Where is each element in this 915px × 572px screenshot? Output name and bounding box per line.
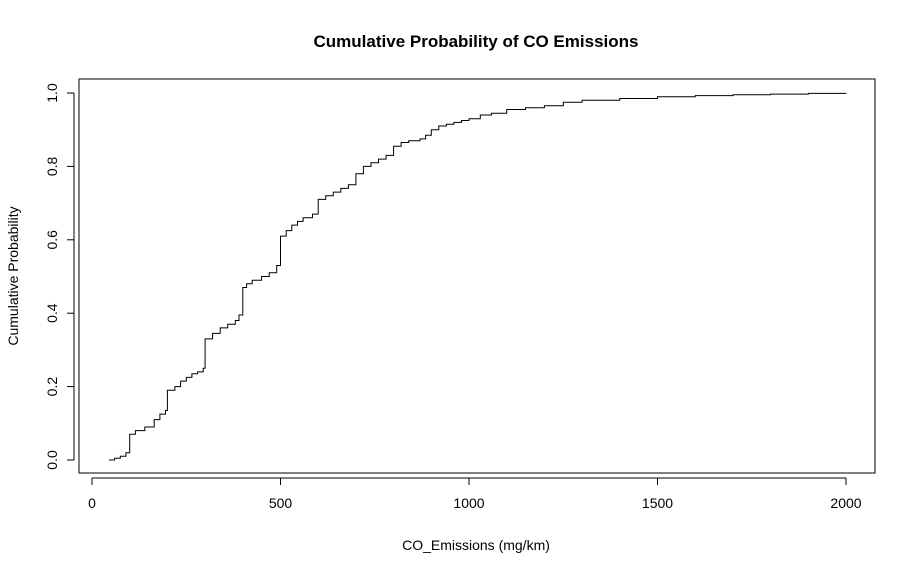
x-tick-label: 1000 (453, 495, 484, 511)
y-tick-label: 0.4 (44, 303, 60, 323)
y-tick-label: 0.6 (44, 230, 60, 250)
x-tick-label: 0 (88, 495, 96, 511)
y-tick-label: 1.0 (44, 83, 60, 103)
y-tick-label: 0.0 (44, 450, 60, 470)
x-axis-label: CO_Emissions (mg/km) (402, 537, 550, 553)
x-tick-label: 2000 (830, 495, 861, 511)
x-axis: 0 500 1000 1500 2000 (88, 477, 862, 511)
x-tick-label: 1500 (642, 495, 673, 511)
y-tick-label: 0.8 (44, 156, 60, 176)
y-axis: 0.0 0.2 0.4 0.6 0.8 1.0 (44, 83, 75, 470)
x-tick-label: 500 (269, 495, 293, 511)
y-tick-label: 0.2 (44, 377, 60, 397)
y-axis-label: Cumulative Probability (5, 206, 21, 345)
plot-box (78, 78, 876, 474)
ecdf-step-line (109, 92, 847, 461)
chart-title: Cumulative Probability of CO Emissions (314, 32, 639, 51)
